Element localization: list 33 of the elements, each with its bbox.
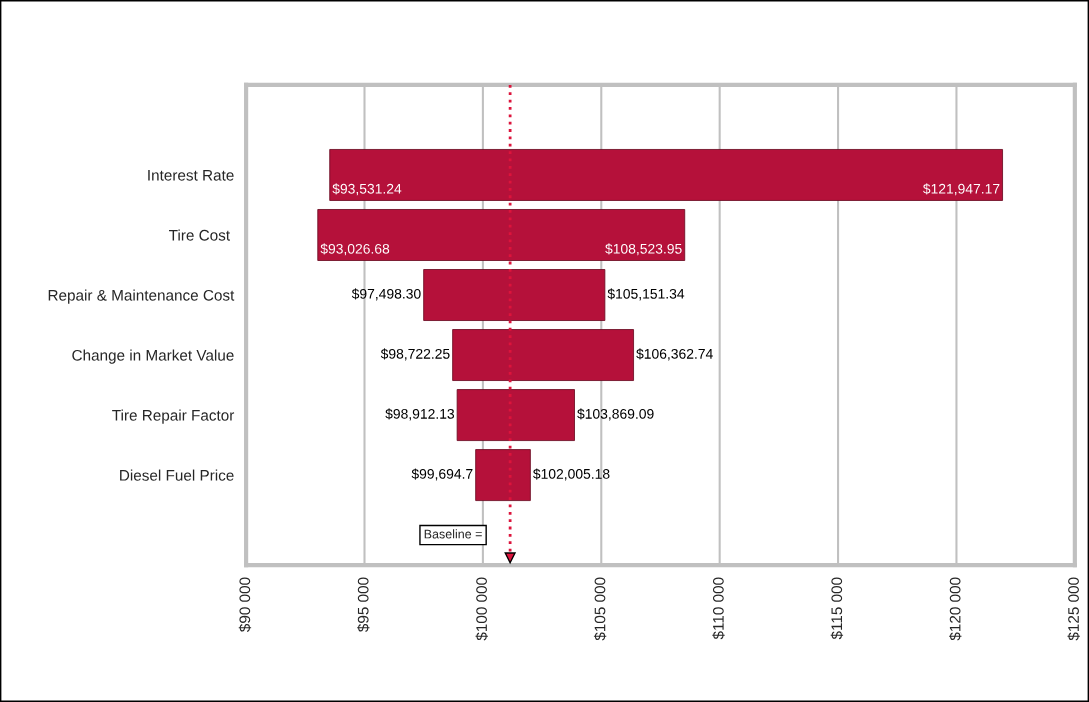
bar xyxy=(475,449,531,502)
y-tick-label: Change in Market Value xyxy=(72,349,234,364)
data-label: $121,947.17 xyxy=(922,183,1000,196)
annotation: $97,498.30 xyxy=(351,288,421,301)
y-tick-label: Tire Cost xyxy=(169,229,230,241)
bar xyxy=(317,209,686,261)
x-tick-label: $90 000 xyxy=(238,577,252,632)
data-label: $106,362.74 xyxy=(636,348,713,361)
bar xyxy=(452,329,634,381)
data-label: $108,523.95 xyxy=(605,243,682,256)
data-label: $103,869.09 xyxy=(577,408,654,421)
x-tick-label: $95 000 xyxy=(357,577,370,632)
annotation: $98,912.13 xyxy=(385,408,455,421)
y-tick-label: Repair & Maintenance Cost xyxy=(48,289,235,304)
x-tick-label: $125 000 xyxy=(1067,577,1080,641)
x-tick-label: $105 000 xyxy=(593,577,607,641)
annotation: $98,722.25 xyxy=(380,348,450,361)
x-tick-label: $100 000 xyxy=(475,577,488,641)
data-label: $102,005.18 xyxy=(533,468,610,481)
bar xyxy=(456,389,575,441)
y-tick-label: Tire Repair Factor xyxy=(112,409,235,424)
x-tick-label: $120 000 xyxy=(949,577,962,641)
y-tick-label: Interest Rate xyxy=(148,170,234,181)
data-label: $105,151.34 xyxy=(607,288,685,301)
ref-line-label: Baseline = xyxy=(424,529,482,539)
annotation: $93,531.24 xyxy=(332,183,402,196)
annotation: $93,026.68 xyxy=(320,243,390,256)
bar xyxy=(329,149,1003,201)
x-tick-label: $115 000 xyxy=(830,577,844,640)
bar xyxy=(423,269,606,321)
y-tick-label: Diesel Fuel Price xyxy=(120,469,234,481)
annotation: $99,694.7 xyxy=(411,468,473,481)
x-tick-label: $110 000 xyxy=(712,577,725,640)
